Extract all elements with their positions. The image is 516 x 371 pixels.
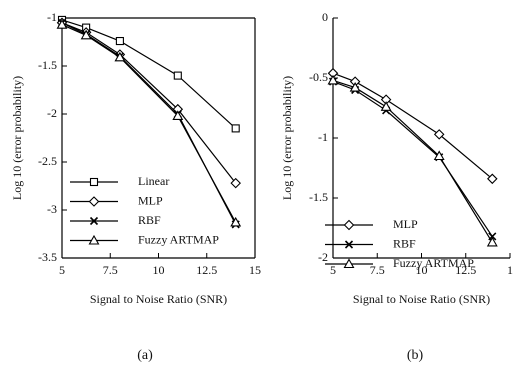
marker bbox=[173, 71, 182, 80]
legend-label: Fuzzy ARTMAP bbox=[393, 256, 474, 270]
x-tick-label: 1 bbox=[507, 263, 513, 277]
series-line bbox=[61, 22, 237, 184]
marker bbox=[89, 216, 99, 226]
x-tick-label: 15 bbox=[249, 263, 261, 277]
caption: (b) bbox=[407, 348, 424, 363]
x-axis-label: Signal to Noise Ratio (SNR) bbox=[353, 292, 490, 306]
x-tick-label: 5 bbox=[59, 263, 65, 277]
marker bbox=[115, 36, 124, 46]
marker bbox=[56, 19, 68, 29]
marker bbox=[343, 219, 355, 231]
legend-label: MLP bbox=[393, 217, 418, 231]
marker bbox=[433, 129, 445, 140]
legend: Linear MLP RBF Fuzzy ARTMAP bbox=[70, 174, 219, 246]
y-tick-label: -1.5 bbox=[309, 190, 328, 204]
y-tick-label: -2 bbox=[318, 250, 328, 264]
y-tick-label: -2 bbox=[47, 106, 57, 120]
y-axis-label: Log 10 (error probability) bbox=[280, 76, 294, 200]
legend-label: RBF bbox=[138, 213, 161, 227]
y-tick-label: -3.5 bbox=[38, 250, 57, 264]
legend-label: RBF bbox=[393, 236, 416, 250]
marker bbox=[230, 177, 241, 189]
marker bbox=[88, 234, 100, 245]
marker bbox=[88, 196, 100, 207]
y-tick-label: 0 bbox=[322, 10, 328, 24]
marker bbox=[172, 110, 184, 120]
marker bbox=[380, 101, 392, 111]
marker bbox=[230, 216, 242, 227]
marker bbox=[433, 150, 445, 161]
legend-label: MLP bbox=[138, 193, 163, 207]
y-tick-label: -1.5 bbox=[38, 58, 57, 72]
marker bbox=[80, 29, 92, 40]
marker bbox=[231, 124, 240, 133]
y-tick-label: -1 bbox=[47, 10, 57, 24]
x-tick-label: 7.5 bbox=[370, 263, 385, 277]
legend: MLP RBF Fuzzy ARTMAP bbox=[325, 217, 474, 270]
caption: (a) bbox=[137, 348, 153, 363]
y-tick-label: -1 bbox=[318, 130, 328, 144]
x-tick-label: 12.5 bbox=[455, 263, 476, 277]
marker bbox=[486, 236, 498, 247]
marker bbox=[349, 81, 361, 92]
marker bbox=[487, 173, 498, 185]
legend-label: Linear bbox=[138, 174, 169, 188]
y-tick-label: -3 bbox=[47, 202, 57, 216]
marker bbox=[89, 177, 99, 187]
x-tick-label: 5 bbox=[330, 263, 336, 277]
marker bbox=[343, 258, 355, 269]
x-tick-label: 10 bbox=[416, 263, 428, 277]
marker bbox=[114, 51, 126, 62]
x-tick-label: 12.5 bbox=[196, 263, 217, 277]
x-tick-label: 7.5 bbox=[103, 263, 118, 277]
marker bbox=[344, 240, 354, 249]
x-axis-label: Signal to Noise Ratio (SNR) bbox=[90, 292, 227, 306]
legend-label: Fuzzy ARTMAP bbox=[138, 232, 219, 246]
y-tick-label: -0.5 bbox=[309, 70, 328, 84]
y-tick-label: -2.5 bbox=[38, 154, 57, 168]
marker bbox=[327, 74, 339, 85]
x-tick-label: 10 bbox=[153, 263, 165, 277]
y-axis-label: Log 10 (error probability) bbox=[10, 76, 24, 200]
